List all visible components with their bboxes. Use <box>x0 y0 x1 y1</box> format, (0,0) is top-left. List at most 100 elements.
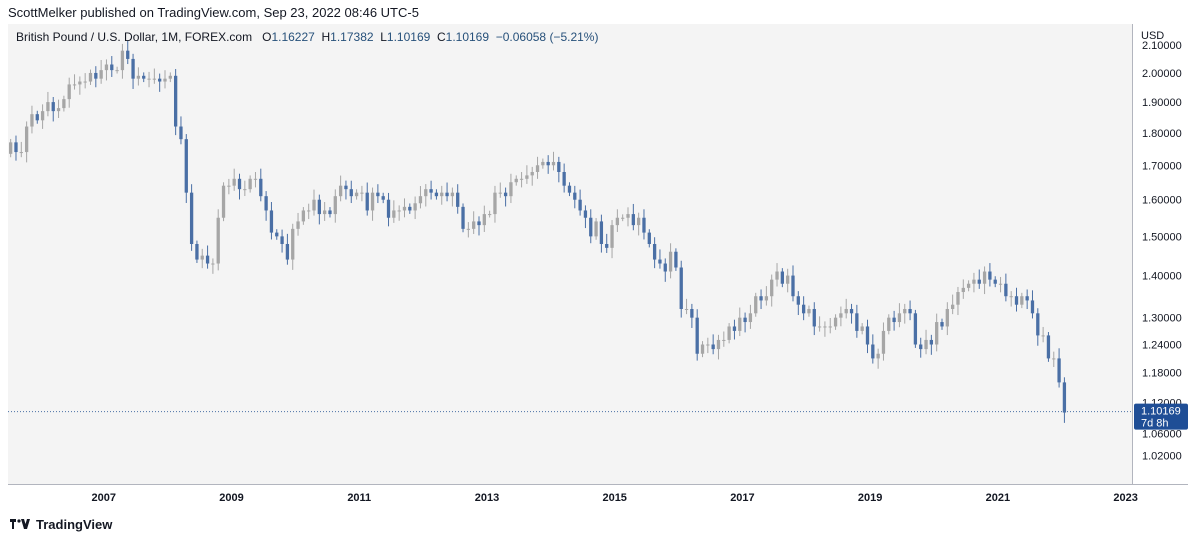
publisher-line: ScottMelker published on TradingView.com… <box>8 5 419 20</box>
candle-body <box>764 296 769 301</box>
candle-body <box>945 308 949 327</box>
candle-body <box>594 221 598 237</box>
candle-body <box>716 339 721 350</box>
candle-body <box>509 182 513 197</box>
candle-body <box>189 192 194 244</box>
price-tick-label: 1.30000 <box>1142 313 1182 325</box>
candle-body <box>1014 296 1019 305</box>
candle-body <box>200 255 204 260</box>
candle-body <box>450 192 455 197</box>
candle-body <box>684 308 689 310</box>
candle-body <box>168 75 172 79</box>
candle-body <box>136 75 141 79</box>
candle-body <box>865 326 870 345</box>
candle-body <box>381 196 385 200</box>
candle-body <box>722 339 726 341</box>
candle-body <box>307 210 311 212</box>
candle-body <box>370 192 375 211</box>
candle-body <box>711 344 715 350</box>
time-tick-label: 2015 <box>602 492 626 504</box>
candle-body <box>647 232 651 244</box>
candle-body <box>243 189 247 191</box>
time-tick-label: 2023 <box>1113 492 1137 504</box>
tradingview-logo-icon <box>10 518 30 529</box>
candle-body <box>211 263 215 265</box>
candle-body <box>477 221 481 226</box>
candle-body <box>626 214 630 218</box>
low-value: 1.10169 <box>386 30 431 44</box>
candle-body <box>30 114 34 127</box>
candle-body <box>216 217 220 264</box>
candle-body <box>51 102 55 112</box>
candle-body <box>966 283 971 288</box>
candle-body <box>498 192 502 194</box>
candle-body <box>466 228 471 230</box>
candle-body <box>285 243 290 260</box>
candle-body <box>876 353 880 359</box>
price-tick-label: 1.06000 <box>1142 429 1182 441</box>
candle-body <box>605 243 609 248</box>
price-axis-currency: USD <box>1141 30 1164 42</box>
candle-body <box>19 152 23 154</box>
candle-body <box>402 206 407 211</box>
candle-body <box>743 317 747 323</box>
candle-body <box>94 72 98 79</box>
candle-body <box>195 243 199 260</box>
candle-body <box>184 139 188 193</box>
candle-body <box>14 142 18 153</box>
candle-body <box>493 192 497 215</box>
candle-body <box>929 339 934 345</box>
candle-body <box>860 326 864 331</box>
candle-body <box>221 185 226 218</box>
candle-body <box>461 206 465 229</box>
time-tick-label: 2019 <box>858 492 882 504</box>
candle-body <box>376 192 380 197</box>
candle-body <box>429 189 433 193</box>
candle-body <box>652 243 657 260</box>
price-tick-label: 1.70000 <box>1142 160 1182 172</box>
price-tick-label: 1.02000 <box>1142 450 1182 462</box>
close-value: 1.10169 <box>445 30 490 44</box>
candle-body <box>780 271 784 284</box>
candle-body <box>887 317 891 331</box>
candle-body <box>903 308 907 314</box>
candle-body <box>487 214 492 216</box>
candle-body <box>897 313 902 323</box>
candle-body <box>78 81 82 85</box>
candle-body <box>120 50 125 71</box>
candle-body <box>440 192 444 197</box>
candle-body <box>328 210 332 215</box>
candle-body <box>147 78 151 80</box>
price-tick-label: 2.10000 <box>1142 40 1182 52</box>
candle-body <box>205 255 210 264</box>
candle-body <box>541 161 545 166</box>
footer-brand-text: TradingView <box>36 517 113 532</box>
candle-body <box>179 126 183 140</box>
price-tick-label: 1.24000 <box>1142 340 1182 352</box>
candle-body <box>173 75 178 127</box>
candle-body <box>519 178 524 180</box>
candle-body <box>1025 296 1029 301</box>
candle-body <box>738 317 742 331</box>
candle-body <box>131 58 135 79</box>
candle-body <box>1046 335 1051 359</box>
candle-body <box>1052 358 1056 360</box>
candle-body <box>924 339 928 350</box>
candle-body <box>631 214 635 226</box>
candle-body <box>126 50 130 59</box>
candle-body <box>349 189 353 197</box>
candle-body <box>392 210 396 218</box>
candle-body <box>695 317 699 354</box>
candle-body <box>567 185 572 193</box>
candle-body <box>397 210 401 212</box>
footer-branding[interactable]: TradingView <box>10 517 112 532</box>
candle-body <box>72 84 77 86</box>
candle-body <box>956 292 960 305</box>
candle-body <box>935 322 939 345</box>
candle-body <box>424 189 428 197</box>
candle-body <box>1009 296 1013 298</box>
candle-body <box>977 279 981 284</box>
candle-body <box>621 217 625 219</box>
candle-body <box>237 178 242 190</box>
